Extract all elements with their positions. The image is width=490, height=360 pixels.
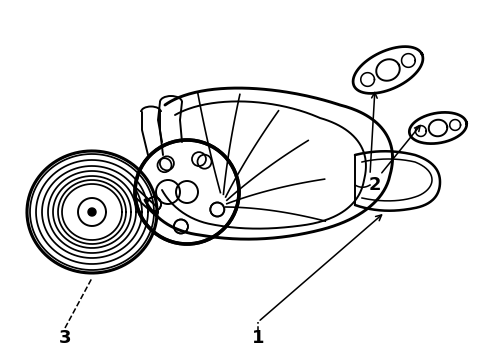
Text: 3: 3 [59, 329, 71, 347]
Text: 1: 1 [252, 329, 264, 347]
Text: 2: 2 [369, 176, 381, 194]
Polygon shape [88, 208, 96, 216]
